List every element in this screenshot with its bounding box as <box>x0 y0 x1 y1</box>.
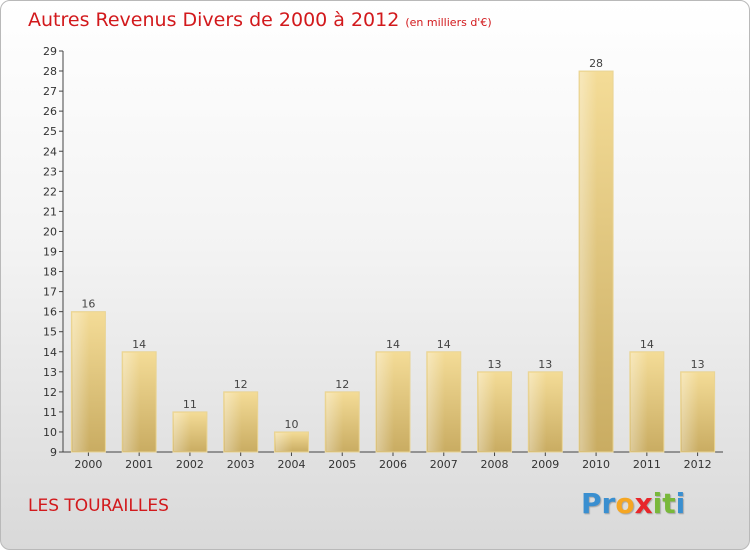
bar-value-label: 13 <box>538 358 552 371</box>
x-tick-label: 2000 <box>74 458 102 471</box>
x-tick-label: 2004 <box>277 458 305 471</box>
y-tick-label: 17 <box>43 286 57 299</box>
y-tick-label: 28 <box>43 65 57 78</box>
x-tick-label: 2010 <box>582 458 610 471</box>
logo-letter: t <box>662 487 676 520</box>
bar-highlight <box>224 392 242 451</box>
y-tick-label: 19 <box>43 246 57 259</box>
logo-letter: o <box>615 487 635 520</box>
y-tick-label: 27 <box>43 85 57 98</box>
bar-highlight <box>681 372 699 451</box>
y-tick-label: 24 <box>43 145 57 158</box>
bar-value-label: 14 <box>132 338 146 351</box>
bar-value-label: 11 <box>183 398 197 411</box>
y-tick-label: 21 <box>43 205 57 218</box>
y-tick-label: 9 <box>50 446 57 459</box>
y-tick-label: 12 <box>43 386 57 399</box>
x-tick-label: 2007 <box>430 458 458 471</box>
logo-letter: i <box>675 487 686 520</box>
logo-letter: r <box>601 487 616 520</box>
bar-highlight <box>580 72 598 452</box>
x-tick-label: 2011 <box>633 458 661 471</box>
bar-value-label: 28 <box>589 57 603 70</box>
bar-highlight <box>427 352 445 451</box>
bar-value-label: 13 <box>488 358 502 371</box>
logo-letter: x <box>634 487 653 520</box>
bar-value-label: 14 <box>386 338 400 351</box>
bar-highlight <box>529 372 547 451</box>
y-tick-label: 14 <box>43 346 57 359</box>
logo-letter: P <box>581 487 602 520</box>
bar-value-label: 12 <box>335 378 349 391</box>
x-tick-label: 2012 <box>684 458 712 471</box>
x-tick-label: 2008 <box>481 458 509 471</box>
bar-value-label: 12 <box>234 378 248 391</box>
proxiti-logo: Proxiti <box>581 487 685 520</box>
bar-value-label: 16 <box>81 298 95 311</box>
bar-value-label: 10 <box>284 418 298 431</box>
x-tick-label: 2003 <box>227 458 255 471</box>
logo-letter: i <box>652 487 663 520</box>
bar-highlight <box>630 352 648 451</box>
y-tick-label: 22 <box>43 185 57 198</box>
chart-value-labels: 16 14 11 12 10 12 14 14 13 13 28 14 13 <box>81 57 704 431</box>
bar-highlight <box>173 412 191 451</box>
chart-bars <box>70 70 716 453</box>
x-tick-label: 2006 <box>379 458 407 471</box>
y-tick-label: 20 <box>43 225 57 238</box>
chart-title-text: Autres Revenus Divers de 2000 à 2012 <box>28 9 400 31</box>
y-tick-label: 18 <box>43 266 57 279</box>
bar-value-label: 13 <box>691 358 705 371</box>
x-tick-label: 2009 <box>531 458 559 471</box>
bar-highlight <box>326 392 344 451</box>
x-tick-label: 2002 <box>176 458 204 471</box>
y-tick-label: 25 <box>43 125 57 138</box>
y-tick-label: 13 <box>43 366 57 379</box>
bar-highlight <box>123 352 141 451</box>
y-tick-label: 15 <box>43 326 57 339</box>
y-tick-label: 11 <box>43 406 57 419</box>
y-tick-label: 16 <box>43 306 57 319</box>
bar-highlight <box>377 352 394 451</box>
chart-unit: (en milliers d'€) <box>405 16 492 29</box>
chart-title: Autres Revenus Divers de 2000 à 2012 (en … <box>28 9 492 31</box>
x-tick-label: 2005 <box>328 458 356 471</box>
commune-name: LES TOURAILLES <box>28 496 169 516</box>
y-tick-label: 23 <box>43 165 57 178</box>
y-tick-label: 29 <box>43 45 57 58</box>
bar-highlight <box>275 432 293 451</box>
bar-value-label: 14 <box>437 338 451 351</box>
y-tick-label: 26 <box>43 105 57 118</box>
x-tick-label: 2001 <box>125 458 153 471</box>
bar-highlight <box>72 312 90 451</box>
y-tick-label: 10 <box>43 426 57 439</box>
bar-value-label: 14 <box>640 338 654 351</box>
bar-highlight <box>478 372 496 451</box>
